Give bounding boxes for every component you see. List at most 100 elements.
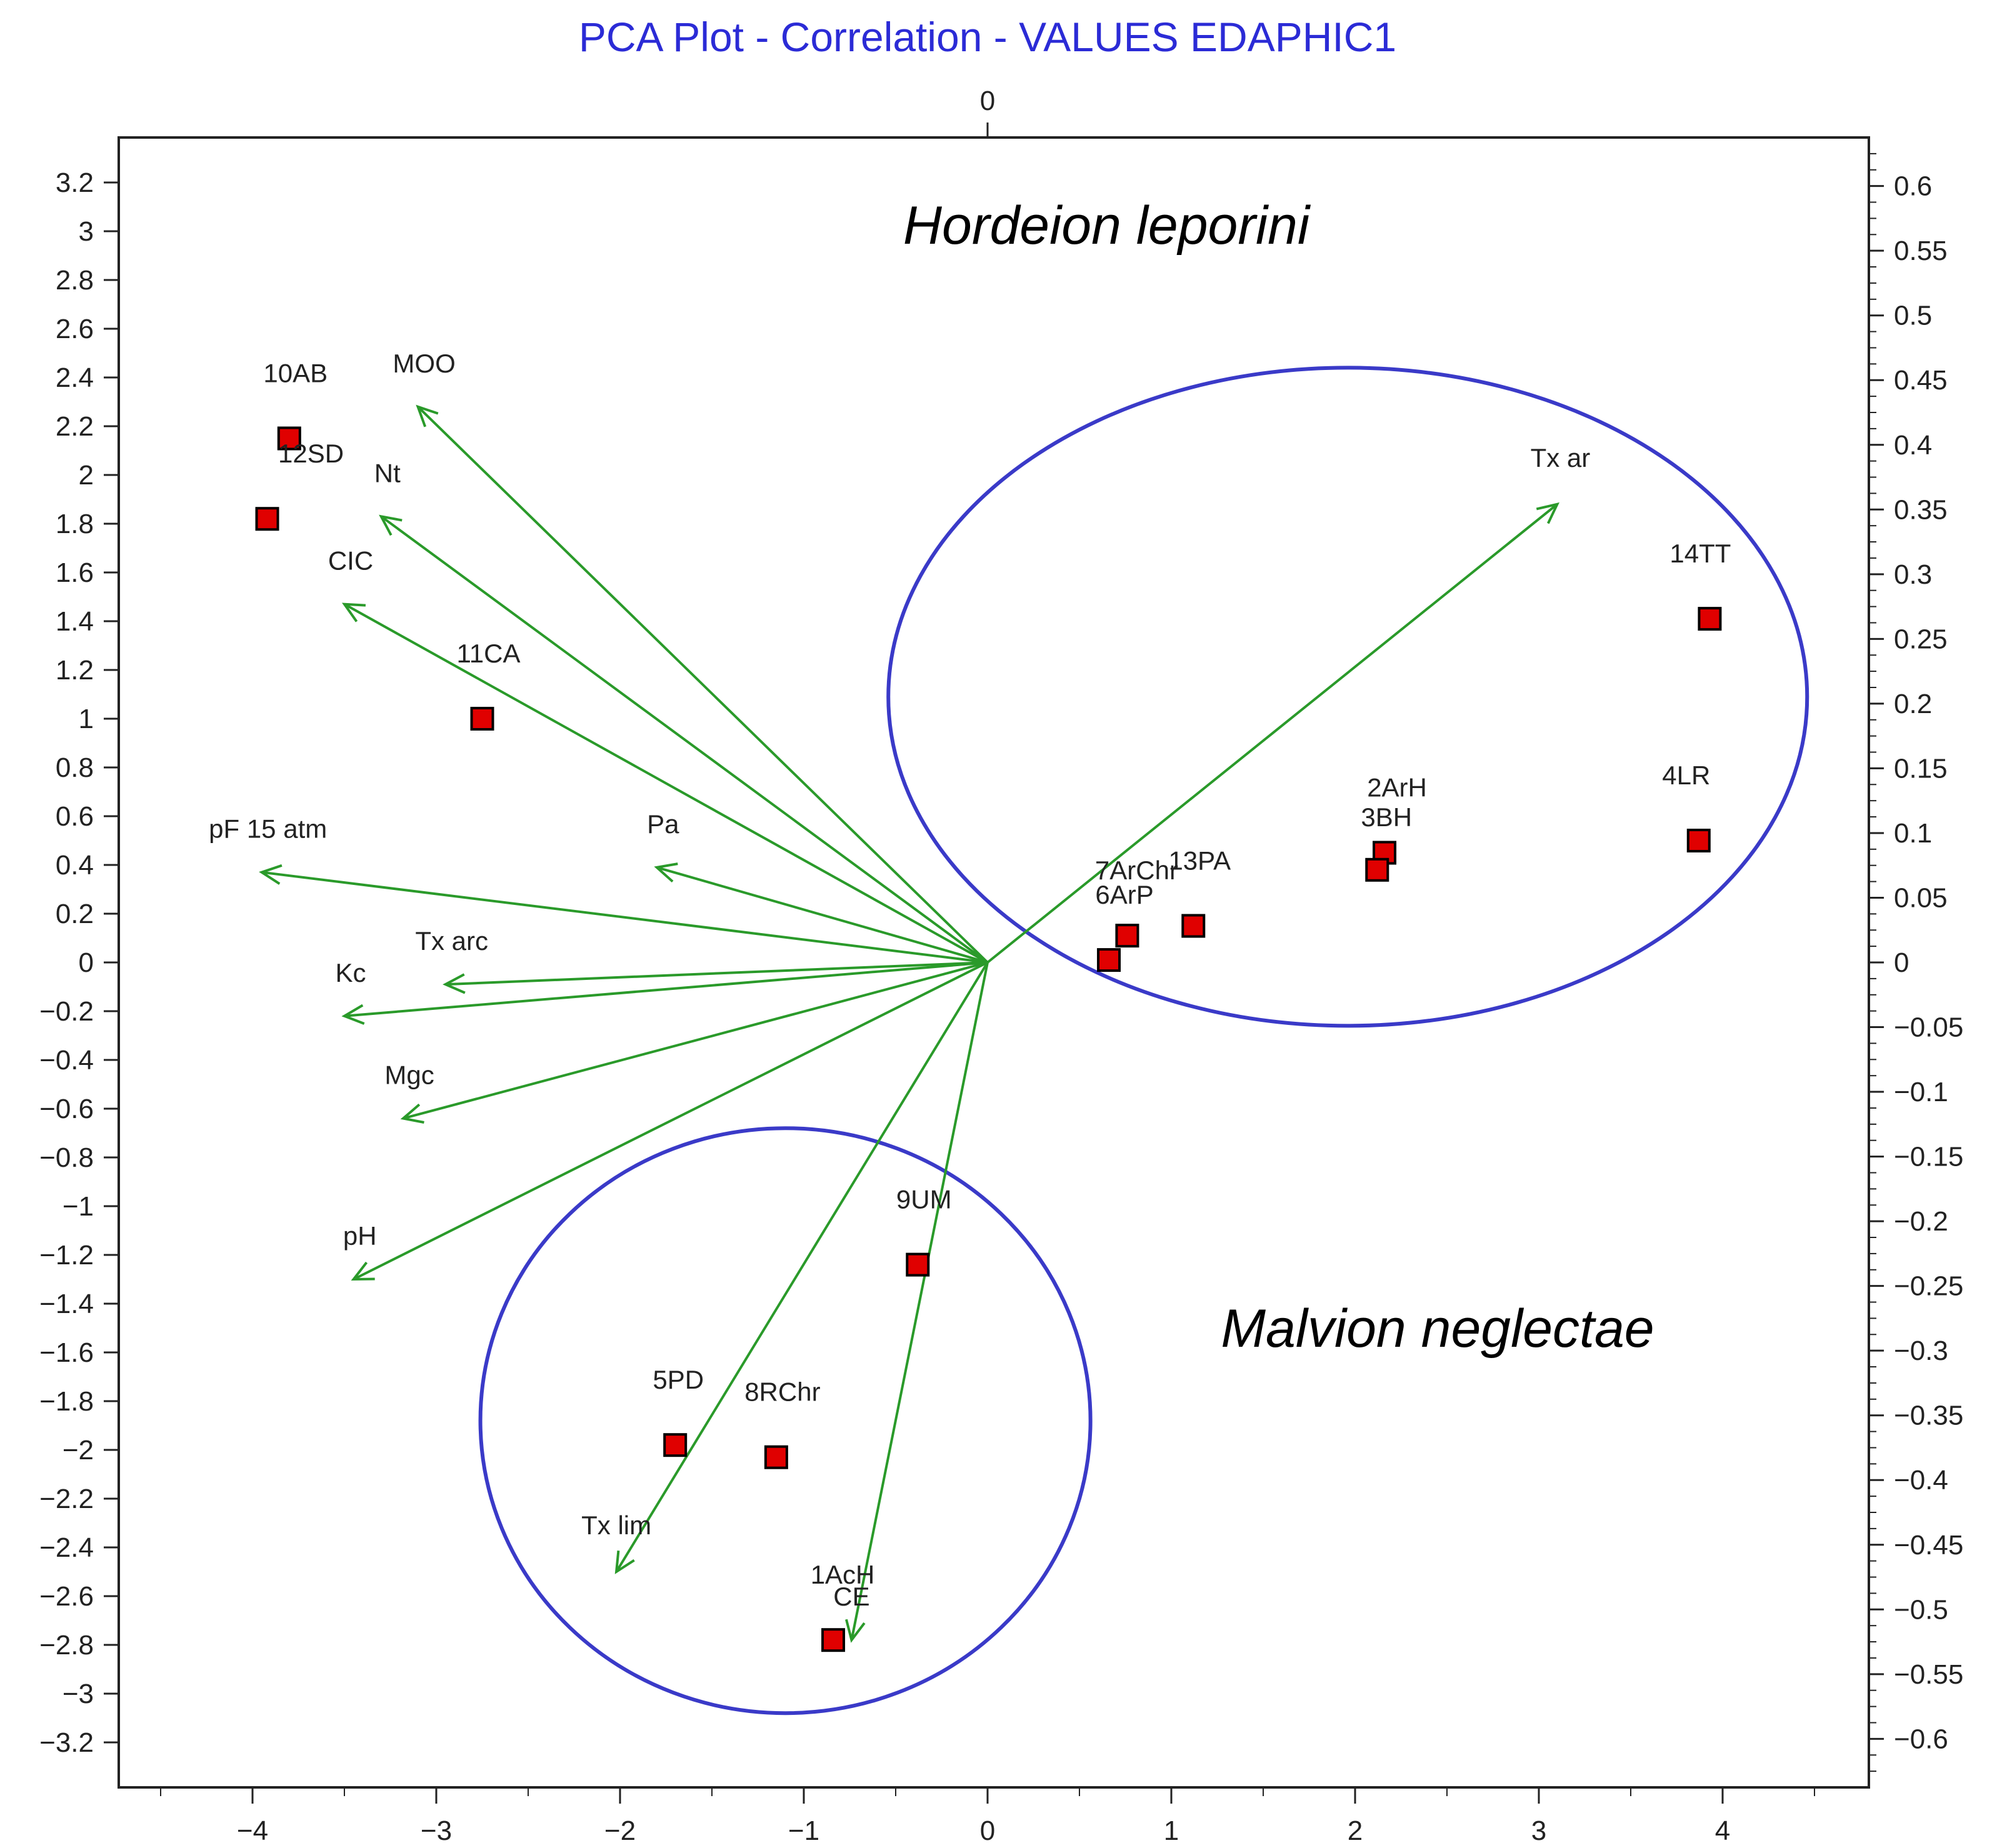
y-right-tick-label: 0.15 bbox=[1894, 753, 1948, 784]
y-right-tick-label: −0.55 bbox=[1894, 1659, 1963, 1690]
data-point bbox=[1181, 914, 1206, 938]
chart-title: PCA Plot - Correlation - VALUES EDAPHIC1 bbox=[579, 14, 1396, 60]
top-tick-label: 0 bbox=[980, 86, 995, 116]
x-tick-label: 3 bbox=[1531, 1816, 1546, 1846]
plot-frame bbox=[118, 136, 1870, 1789]
y-left-tick-label: −1.2 bbox=[39, 1240, 94, 1271]
y-right-tick-label: 0.05 bbox=[1894, 882, 1948, 913]
x-tick-label: −2 bbox=[604, 1816, 636, 1846]
y-right-tick-label: −0.35 bbox=[1894, 1401, 1963, 1431]
y-right-tick-label: −0.5 bbox=[1894, 1594, 1948, 1625]
data-point bbox=[470, 707, 494, 731]
data-point bbox=[255, 507, 279, 531]
vector-line bbox=[615, 961, 989, 1573]
vector-label: MOO bbox=[393, 349, 455, 378]
y-left-tick-label: 1.8 bbox=[56, 509, 94, 539]
y-left-tick-label: −3 bbox=[63, 1679, 94, 1709]
point-label: 10AB bbox=[263, 359, 328, 388]
y-right-tick-label: 0.6 bbox=[1894, 171, 1932, 202]
y-right-tick-label: −0.45 bbox=[1894, 1530, 1963, 1561]
y-right-tick-label: 0.45 bbox=[1894, 365, 1948, 396]
vector-arrowhead bbox=[845, 1619, 866, 1643]
y-left-tick-label: 2.2 bbox=[56, 411, 94, 442]
y-left-tick-label: −0.6 bbox=[39, 1094, 94, 1124]
y-left-tick-label: 1.2 bbox=[56, 655, 94, 686]
vector-line bbox=[986, 503, 1558, 964]
vector-arrowhead bbox=[379, 514, 403, 536]
y-right-tick-label: 0.35 bbox=[1894, 494, 1948, 525]
vector-label: Tx lim bbox=[581, 1511, 651, 1540]
vector-arrowhead bbox=[341, 1004, 365, 1025]
x-tick-label: −4 bbox=[237, 1816, 268, 1846]
vector-label: Kc bbox=[335, 958, 366, 987]
group-ellipse bbox=[886, 366, 1809, 1028]
x-tick-label: −1 bbox=[788, 1816, 819, 1846]
y-right-tick-label: 0.55 bbox=[1894, 236, 1948, 266]
y-left-tick-label: 0.2 bbox=[56, 899, 94, 929]
vector-line bbox=[403, 961, 988, 1120]
y-left-tick-label: −2.4 bbox=[39, 1532, 94, 1563]
vector-arrowhead bbox=[1536, 502, 1559, 524]
axis-ticks: −4 −3 −2 −1 0 1 2 3 4 0 3.2 3 2.8 2.6 2.4 2.2 2 1.8 1.6 1.4… bbox=[39, 86, 1963, 1846]
group-ellipse bbox=[478, 1126, 1093, 1716]
y-left-tick-label: −2.8 bbox=[39, 1630, 94, 1661]
x-tick-label: 4 bbox=[1715, 1816, 1730, 1846]
y-right-tick-label: 0.1 bbox=[1894, 818, 1932, 849]
y-left-tick-label: 0 bbox=[79, 947, 94, 978]
y-right-tick-label: −0.6 bbox=[1894, 1724, 1948, 1754]
vector-line bbox=[261, 871, 988, 964]
data-point bbox=[663, 1433, 688, 1457]
data-point bbox=[1097, 948, 1121, 972]
vector-line bbox=[656, 866, 988, 964]
x-tick-label: −3 bbox=[421, 1816, 452, 1846]
point-label: 14TT bbox=[1669, 539, 1731, 568]
y-left-tick-label: −0.2 bbox=[39, 996, 94, 1027]
y-right-tick-label: 0.25 bbox=[1894, 624, 1948, 654]
vector-line bbox=[417, 406, 989, 964]
vector-arrowhead bbox=[341, 602, 366, 622]
loading-vectors: MOO Nt CIC Pa pF 15 atm Tx arc Kc Mgc pH Tx ar Tx … bbox=[209, 349, 1590, 1643]
vector-label: Mgc bbox=[384, 1061, 434, 1090]
group-ellipses bbox=[478, 366, 1809, 1716]
y-left-tick-label: 2.4 bbox=[56, 362, 94, 393]
y-right-tick-label: 0.4 bbox=[1894, 430, 1932, 461]
y-right-tick-label: 0.3 bbox=[1894, 559, 1932, 590]
vector-label: CIC bbox=[328, 546, 373, 576]
x-tick-label: 1 bbox=[1164, 1816, 1179, 1846]
y-left-tick-label: −2 bbox=[63, 1435, 94, 1466]
y-left-tick-label: 0.8 bbox=[56, 752, 94, 783]
point-label: 11CA bbox=[457, 639, 521, 668]
point-label: 5PD bbox=[653, 1365, 704, 1394]
data-point bbox=[1365, 857, 1389, 882]
vector-line bbox=[353, 961, 988, 1281]
vector-label: Nt bbox=[374, 458, 401, 487]
y-left-tick-label: 2.6 bbox=[56, 314, 94, 344]
x-tick-label: 0 bbox=[980, 1816, 995, 1846]
vector-arrowhead bbox=[654, 862, 678, 883]
point-label: 8RChr bbox=[744, 1377, 820, 1407]
data-point bbox=[906, 1252, 930, 1277]
y-left-tick-label: −2.2 bbox=[39, 1484, 94, 1514]
vector-arrowhead bbox=[400, 1103, 424, 1124]
y-left-tick-label: 3 bbox=[79, 216, 94, 247]
y-right-tick-label: −0.05 bbox=[1894, 1012, 1963, 1043]
y-right-tick-label: −0.1 bbox=[1894, 1077, 1948, 1107]
data-point bbox=[277, 426, 301, 451]
vector-line bbox=[344, 602, 988, 964]
vector-arrowhead bbox=[351, 1261, 375, 1281]
y-right-tick-label: 0.5 bbox=[1894, 301, 1932, 331]
y-left-tick-label: −2.6 bbox=[39, 1581, 94, 1612]
point-label: 7ArChr bbox=[1095, 856, 1178, 885]
y-left-tick-label: 3.2 bbox=[56, 167, 94, 198]
y-left-tick-label: 1 bbox=[79, 704, 94, 734]
data-point bbox=[821, 1628, 846, 1652]
vector-label: pH bbox=[343, 1221, 377, 1251]
point-label: 13PA bbox=[1168, 846, 1231, 876]
vector-arrowhead bbox=[259, 864, 283, 885]
y-right-tick-label: −0.25 bbox=[1894, 1271, 1963, 1302]
vector-line bbox=[445, 961, 988, 986]
data-point bbox=[1698, 607, 1722, 631]
point-label: 1AcH bbox=[811, 1560, 875, 1589]
vector-label: Pa bbox=[647, 809, 679, 839]
y-left-tick-label: −0.8 bbox=[39, 1142, 94, 1173]
